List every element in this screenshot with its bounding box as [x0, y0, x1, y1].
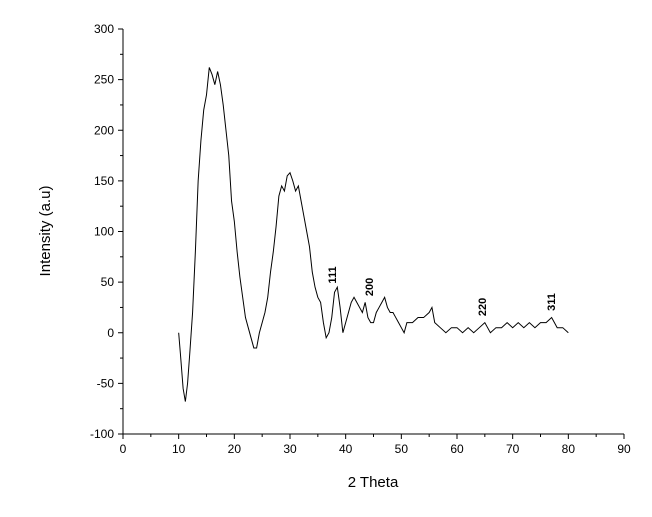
- x-tick-label: 70: [506, 442, 520, 456]
- x-tick-label: 60: [450, 442, 464, 456]
- y-tick-label: 300: [94, 22, 114, 36]
- x-tick-label: 30: [283, 442, 297, 456]
- y-tick-label: -100: [90, 427, 114, 441]
- y-tick-label: 100: [94, 225, 114, 239]
- data-line: [178, 67, 569, 402]
- x-tick-label: 40: [339, 442, 353, 456]
- y-tick-label: 50: [101, 275, 115, 289]
- y-tick-label: 0: [107, 326, 114, 340]
- y-tick-label: 150: [94, 174, 114, 188]
- x-tick-label: 80: [562, 442, 576, 456]
- peak-annotation: 220: [477, 298, 489, 316]
- peak-annotation: 111: [327, 266, 339, 283]
- x-axis-title: 2 Theta: [348, 474, 399, 491]
- y-axis-title: Intensity (a.u): [37, 186, 54, 277]
- y-tick-label: 200: [94, 123, 114, 137]
- x-tick-label: 90: [617, 442, 631, 456]
- x-tick-label: 50: [395, 442, 409, 456]
- x-tick-label: 0: [120, 442, 127, 456]
- y-tick-label: -50: [97, 376, 115, 390]
- y-tick-label: 250: [94, 73, 114, 87]
- peak-annotation: 200: [364, 278, 376, 296]
- peak-annotation: 311: [546, 293, 558, 311]
- x-tick-label: 20: [228, 442, 242, 456]
- x-tick-label: 10: [172, 442, 186, 456]
